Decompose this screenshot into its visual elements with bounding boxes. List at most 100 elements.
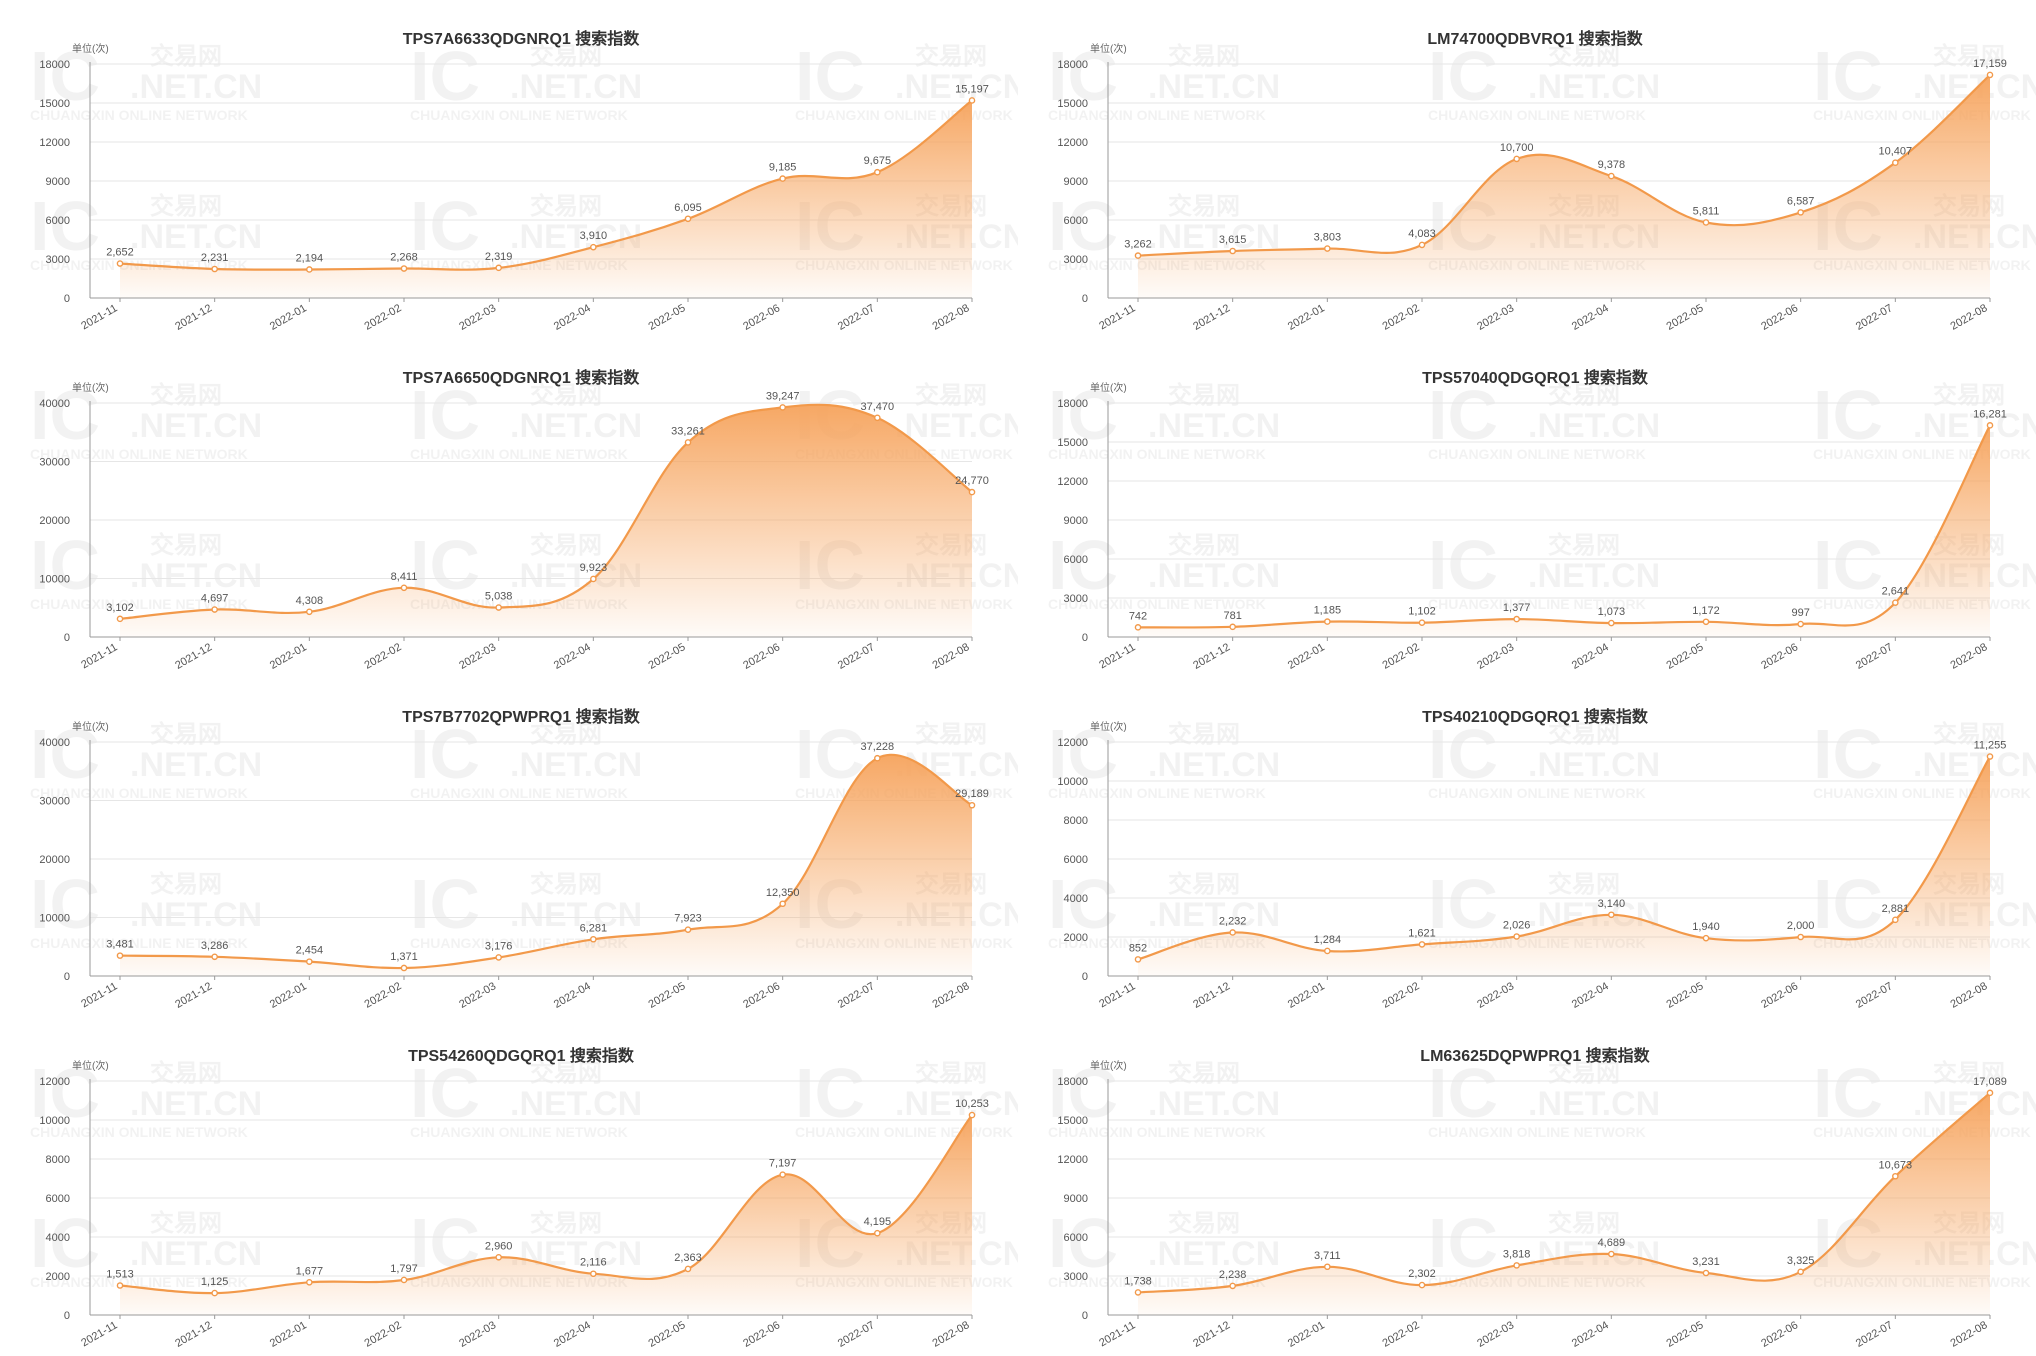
x-tick-label: 2022-03	[1475, 1319, 1516, 1350]
y-tick-label: 10000	[39, 913, 70, 925]
x-tick-label: 2022-05	[1665, 980, 1706, 1011]
x-tick-label: 2022-08	[931, 302, 972, 333]
unit-label: 单位(次)	[72, 42, 109, 55]
y-tick-label: 3000	[46, 254, 70, 266]
data-point	[1892, 916, 1899, 924]
watermark-cn: 交易网	[1548, 1209, 1620, 1237]
y-tick-label: 6000	[1064, 215, 1088, 227]
data-label: 29,189	[955, 788, 989, 800]
chart-title: TPS7B7702QPWPRQ1 搜索指数	[402, 707, 640, 726]
watermark-logo: IC	[410, 376, 480, 454]
watermark-domain: .NET.CN	[130, 746, 262, 784]
watermark-cn: 交易网	[530, 720, 602, 748]
data-point	[968, 488, 976, 496]
y-tick-label: 12000	[1057, 737, 1088, 749]
data-point	[1418, 241, 1426, 249]
watermark-domain: .NET.CN	[510, 68, 642, 106]
data-point	[1892, 599, 1899, 606]
watermark-cn: 交易网	[1168, 192, 1240, 220]
data-label: 2,454	[296, 945, 324, 957]
x-tick-label: 2022-03	[1475, 980, 1516, 1011]
y-tick-label: 12000	[1057, 476, 1088, 488]
data-point	[874, 414, 881, 422]
watermark-domain: .NET.CN	[510, 1085, 642, 1123]
watermark-logo: IC	[30, 865, 100, 943]
watermark-logo: IC	[410, 715, 480, 793]
watermark-domain: .NET.CN	[1528, 407, 1660, 445]
watermark-domain: .NET.CN	[1148, 1085, 1280, 1123]
data-point	[1986, 422, 1994, 429]
data-label: 2,319	[485, 251, 513, 263]
data-point	[495, 1253, 502, 1261]
data-label: 1,677	[296, 1265, 324, 1277]
watermark-sub: CHUANGXIN ONLINE NETWORK	[1048, 107, 1266, 123]
x-tick-label: 2022-02	[1381, 1319, 1422, 1350]
chart-panel: IC 交易网 .NET.CN CHUANGXIN ONLINE NETWORK IC 交易…	[1018, 339, 2036, 678]
data-point	[1134, 252, 1142, 259]
x-tick-label: 2022-01	[268, 1319, 309, 1350]
data-point	[495, 264, 502, 272]
data-point	[400, 265, 408, 272]
watermark-logo: IC	[1428, 715, 1498, 793]
data-label: 2,116	[580, 1257, 607, 1269]
unit-label: 单位(次)	[72, 381, 109, 394]
data-point	[874, 1229, 881, 1237]
data-point	[684, 926, 692, 933]
watermark-cn: 交易网	[1548, 42, 1620, 70]
data-label: 39,247	[766, 390, 800, 402]
watermark-domain: .NET.CN	[1913, 407, 2036, 445]
x-tick-label: 2021-11	[1097, 302, 1137, 332]
data-label: 37,470	[861, 401, 895, 413]
data-label: 3,803	[1314, 232, 1342, 244]
watermark-cn: 交易网	[1168, 870, 1240, 898]
x-tick-label: 2021-11	[1097, 980, 1137, 1010]
x-tick-label: 2022-03	[1475, 641, 1516, 672]
watermark-cn: 交易网	[530, 381, 602, 409]
y-tick-label: 12000	[39, 137, 70, 149]
watermark-cn: 交易网	[150, 381, 222, 409]
chart-panel: IC 交易网 .NET.CN CHUANGXIN ONLINE NETWORK IC 交易…	[0, 1017, 1018, 1356]
series-line	[119, 1114, 973, 1295]
y-tick-label: 15000	[1057, 1115, 1088, 1127]
x-tick-label: 2022-08	[1949, 641, 1990, 672]
watermark-sub: CHUANGXIN ONLINE NETWORK	[30, 1274, 248, 1290]
x-tick-label: 2021-11	[79, 980, 119, 1010]
data-label: 3,910	[580, 230, 608, 242]
data-label: 5,038	[485, 591, 513, 603]
watermark-domain: .NET.CN	[1528, 557, 1660, 595]
y-tick-label: 4000	[46, 1232, 70, 1244]
data-label: 2,652	[106, 247, 134, 259]
series-line	[1137, 74, 1991, 257]
watermark-cn: 交易网	[1168, 381, 1240, 409]
watermark-sub: CHUANGXIN ONLINE NETWORK	[410, 785, 628, 801]
data-point	[1513, 1262, 1520, 1269]
data-point	[1608, 911, 1615, 919]
watermark-domain: .NET.CN	[1148, 407, 1280, 445]
data-label: 3,176	[485, 940, 513, 952]
data-point	[779, 1171, 786, 1178]
data-point	[211, 265, 218, 273]
watermark-cn: 交易网	[530, 192, 602, 220]
chart-panel: IC 交易网 .NET.CN CHUANGXIN ONLINE NETWORK IC 交易…	[1018, 0, 2036, 339]
series-line	[119, 403, 973, 620]
x-tick-label: 2022-04	[552, 980, 593, 1011]
data-point	[1608, 172, 1615, 180]
unit-label: 单位(次)	[72, 1059, 109, 1072]
data-point	[400, 1276, 408, 1284]
data-label: 37,228	[861, 741, 895, 753]
data-point	[1324, 618, 1331, 625]
x-tick-label: 2022-02	[1381, 980, 1422, 1011]
y-tick-label: 3000	[1064, 593, 1088, 605]
data-label: 5,811	[1693, 205, 1720, 217]
watermark-logo: IC	[1428, 865, 1498, 943]
watermark-logo: IC	[1813, 37, 1883, 115]
data-point	[1418, 941, 1426, 948]
y-tick-label: 30000	[39, 457, 70, 469]
data-label: 1,377	[1503, 602, 1531, 614]
watermark-logo: IC	[795, 715, 865, 793]
